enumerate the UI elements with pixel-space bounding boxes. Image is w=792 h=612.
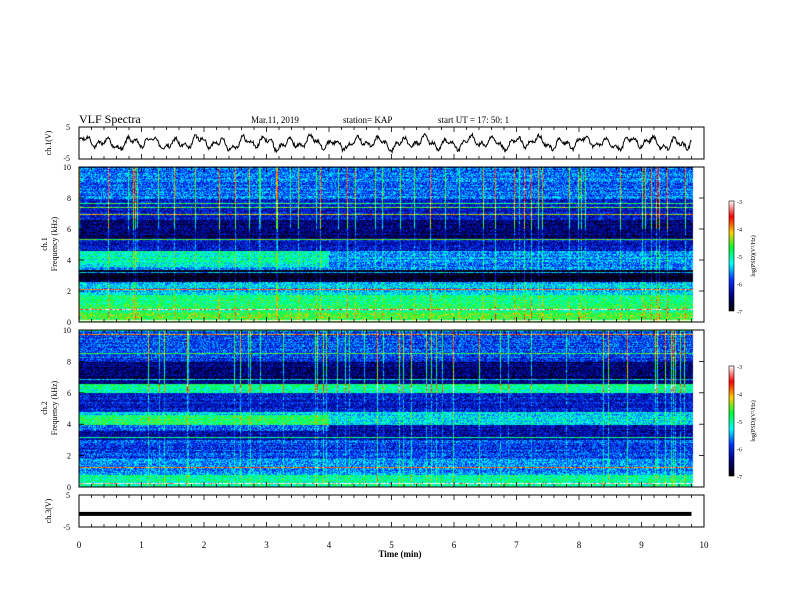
ch1-spectrogram-xticks — [78, 167, 705, 322]
ch1-spectrogram-yticks: 0 2 4 6 8 10 — [63, 163, 704, 327]
ch1-waveform-frame — [78, 126, 705, 160]
frequency-tick-label: 10 — [63, 326, 71, 335]
ch1-spectrogram-panel: 0 2 4 6 8 10 ch.1 Frequency (kHz) — [40, 163, 705, 327]
time-tick-label: 5 — [389, 540, 394, 550]
colorbar-label: log(PSD)(V²/Hz) — [750, 235, 757, 276]
colorbar-gradient — [728, 200, 735, 312]
colorbar-tick-label: -5 — [737, 255, 742, 261]
ch3-waveform-xticks — [78, 495, 705, 527]
time-tick-label: 8 — [577, 540, 582, 550]
ch2-spectrogram-panel: 0 2 4 6 8 10 ch.2 Frequency (kHz) — [40, 326, 705, 492]
colorbar-tick-label: -4 — [737, 228, 742, 234]
start-time-label: start UT = 17: 50: 1 — [438, 115, 509, 125]
frequency-tick-label: 2 — [67, 452, 71, 461]
ch2-spectrogram-ylabel-channel: ch.2 — [40, 401, 49, 415]
time-tick-label: 9 — [639, 540, 644, 550]
ch1-spectrogram-image — [79, 167, 704, 322]
colorbar-tick-label: -3 — [737, 365, 742, 371]
colorbar-gradient — [728, 365, 735, 477]
colorbar-tick-label: -6 — [737, 448, 742, 454]
time-tick-label: 10 — [700, 540, 710, 550]
colorbar-label: log(PSD)(V²/Hz) — [750, 400, 757, 441]
frequency-tick-label: 8 — [67, 357, 71, 366]
ch2-spectrogram-xticks — [78, 330, 705, 487]
ch2-colorbar: -3 -4 -5 -6 -7 log(PSD)(V²/Hz) — [728, 365, 757, 481]
ch1-spectrogram-ylabel-channel: ch.1 — [40, 237, 49, 251]
date-label: Mar.11, 2019 — [251, 115, 299, 125]
frequency-tick-label: 4 — [67, 256, 71, 265]
ch1-waveform-ylabel: ch.1(V) — [44, 130, 53, 155]
figure-title: VLF Spectra — [79, 112, 141, 126]
frequency-tick-label: 8 — [67, 194, 71, 203]
time-axis-label: Time (min) — [378, 549, 421, 559]
ch2-spectrogram-ylabel-freq: Frequency (kHz) — [50, 380, 59, 435]
ch3-ytick-top: 5 — [66, 491, 70, 500]
ch2-spectrogram-yticks: 0 2 4 6 8 10 — [63, 326, 704, 492]
colorbar-tick-label: -5 — [737, 420, 742, 426]
ch3-ytick-bottom: -5 — [63, 523, 70, 532]
ch3-waveform-panel: 5 -5 ch.3(V) — [44, 491, 705, 532]
ch1-colorbar: -3 -4 -5 -6 -7 log(PSD)(V²/Hz) — [728, 200, 757, 316]
station-label: station= KAP — [343, 115, 392, 125]
ch1-spectrogram-ylabel-freq: Frequency (kHz) — [50, 216, 59, 271]
ch1-ytick-bottom: -5 — [63, 154, 70, 163]
ch1-waveform-line — [78, 131, 692, 155]
time-axis-tick-labels: 0 1 2 3 4 5 6 7 8 9 10 — [77, 540, 709, 550]
time-tick-label: 1 — [139, 540, 144, 550]
ch2-spectrogram-image — [79, 330, 704, 487]
frequency-tick-label: 10 — [63, 163, 71, 172]
frequency-tick-label: 4 — [67, 420, 71, 429]
colorbar-tick-label: -3 — [737, 200, 742, 206]
time-tick-label: 7 — [514, 540, 519, 550]
colorbar-tick-label: -4 — [737, 393, 742, 399]
ch3-waveform-ylabel: ch.3(V) — [44, 498, 53, 523]
time-tick-label: 6 — [452, 540, 457, 550]
ch1-waveform-xticks — [78, 127, 705, 159]
frequency-tick-label: 2 — [67, 287, 71, 296]
frequency-tick-label: 6 — [67, 225, 71, 234]
frequency-tick-label: 6 — [67, 389, 71, 398]
colorbar-tick-label: -7 — [737, 310, 742, 316]
frequency-tick-label: 0 — [67, 483, 71, 492]
time-tick-label: 4 — [327, 540, 332, 550]
ch1-waveform-panel: 5 -5 ch.1(V) — [44, 123, 705, 163]
time-tick-label: 2 — [202, 540, 207, 550]
ch1-ytick-top: 5 — [66, 123, 70, 132]
colorbar-tick-label: -6 — [737, 283, 742, 289]
frequency-tick-label: 0 — [67, 318, 71, 327]
colorbar-tick-label: -7 — [737, 475, 742, 481]
time-tick-label: 0 — [77, 540, 82, 550]
time-tick-label: 3 — [264, 540, 269, 550]
